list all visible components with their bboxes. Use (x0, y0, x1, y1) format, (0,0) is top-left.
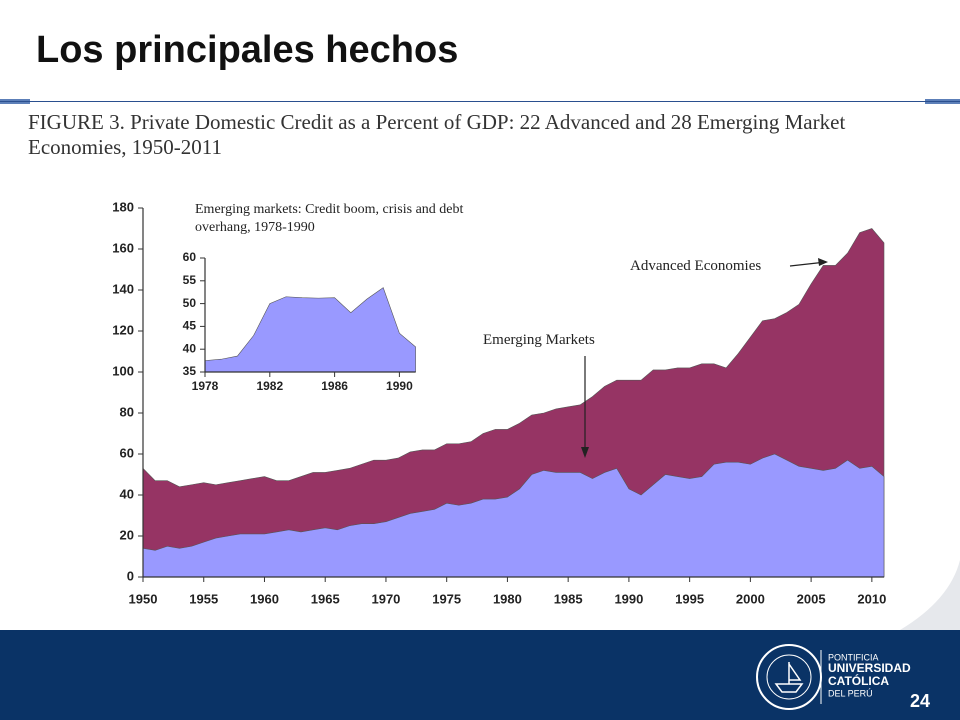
annotation: Emerging Markets (483, 332, 595, 348)
y-tick-label: 100 (112, 363, 134, 378)
y-tick-label: 180 (112, 199, 134, 214)
logo-text: DEL PERÚ (828, 688, 873, 698)
y-tick-label: 160 (112, 240, 134, 255)
x-tick-label: 1986 (321, 379, 348, 393)
x-tick-label: 1982 (256, 379, 283, 393)
area (204, 287, 416, 373)
x-tick-label: 1970 (371, 591, 400, 606)
x-tick-label: 2010 (857, 591, 886, 606)
y-tick-label: 60 (120, 445, 134, 460)
logo-text: PONTIFICIA (828, 652, 879, 662)
corner-shape (900, 560, 960, 630)
y-tick-label: 120 (112, 322, 134, 337)
area (142, 453, 885, 578)
y-tick-label: 20 (120, 527, 134, 542)
logo-text: UNIVERSIDAD (828, 661, 911, 675)
y-tick-label: 35 (183, 364, 197, 378)
y-tick-label: 55 (183, 273, 197, 287)
x-tick-label: 1978 (192, 379, 219, 393)
y-tick-label: 0 (127, 568, 134, 583)
slide-title: Los principales hechos (36, 29, 458, 71)
x-tick-label: 1960 (250, 591, 279, 606)
chart-title: FIGURE 3. Private Domestic Credit as a P… (28, 110, 846, 159)
logo: PONTIFICIA UNIVERSIDAD CATÓLICA DEL PERÚ (756, 644, 911, 710)
x-tick-label: 1995 (675, 591, 704, 606)
x-tick-label: 2000 (736, 591, 765, 606)
y-tick-label: 80 (120, 404, 134, 419)
inset-title: Emerging markets: Credit boom, crisis an… (195, 202, 464, 235)
footer-band (0, 630, 960, 720)
x-tick-label: 1980 (493, 591, 522, 606)
y-tick-label: 40 (120, 486, 134, 501)
logo-seal-inner (766, 654, 812, 700)
x-tick-label: 1985 (554, 591, 583, 606)
x-tick-label: 1965 (311, 591, 340, 606)
annotation: Advanced Economies (630, 258, 762, 274)
annotation-arrowhead (581, 447, 589, 458)
y-tick-label: 140 (112, 281, 134, 296)
x-tick-label: 2005 (797, 591, 826, 606)
y-tick-label: 60 (183, 250, 197, 264)
y-tick-label: 45 (183, 319, 197, 333)
x-tick-label: 1990 (386, 379, 413, 393)
x-tick-label: 1990 (614, 591, 643, 606)
logo-ship (774, 662, 804, 693)
y-tick-label: 40 (183, 341, 197, 355)
charts: 0 20 40 60 80 100 120 140 160 180 1950 1955 1960 1965… (112, 199, 886, 606)
annotation-arrowhead (818, 258, 828, 266)
x-tick-label: 1975 (432, 591, 461, 606)
page-number: 24 (910, 691, 930, 711)
x-tick-label: 1950 (129, 591, 158, 606)
x-tick-label: 1955 (189, 591, 218, 606)
y-tick-label: 50 (183, 296, 197, 310)
logo-text: CATÓLICA (828, 673, 889, 688)
